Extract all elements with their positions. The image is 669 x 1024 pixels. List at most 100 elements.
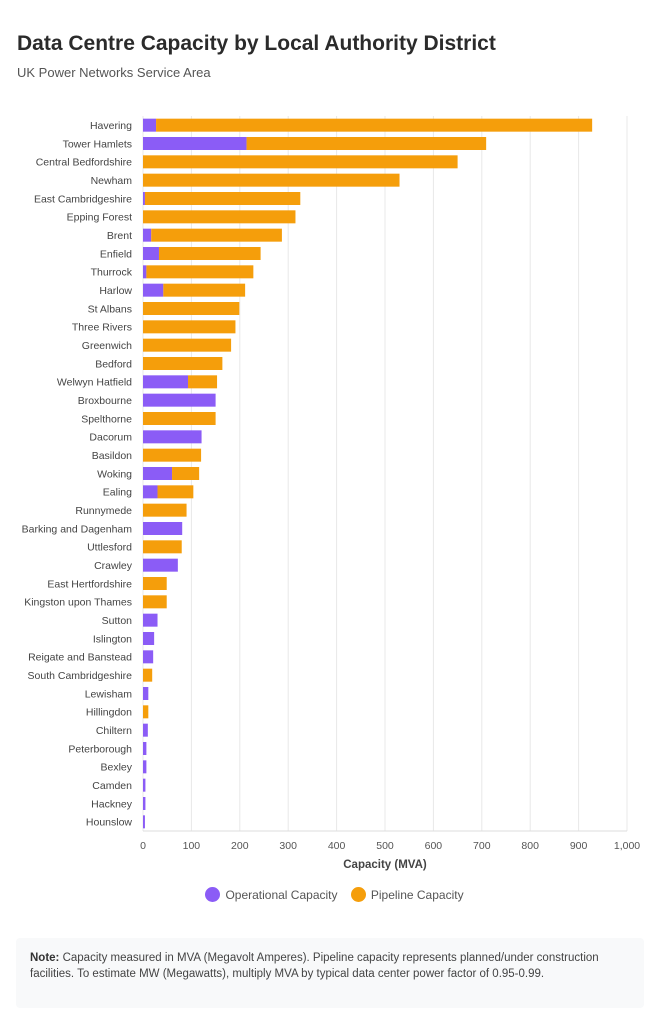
y-category-label: Kingston upon Thames [24,597,132,609]
note-box: Note: Capacity measured in MVA (Megavolt… [16,938,644,1008]
x-tick-label: 400 [328,840,346,852]
y-category-label: Welwyn Hatfield [57,377,132,389]
y-category-label: Enfield [100,248,132,260]
bar-pipeline [143,155,458,169]
legend-item-operational[interactable]: Operational Capacity [205,887,338,902]
x-tick-label: 800 [521,840,539,852]
y-category-label: Sutton [102,615,133,627]
bar-pipeline [143,577,167,590]
bar-pipeline [172,467,200,480]
bar-operational [143,430,202,444]
bar-operational [143,393,216,407]
bar-pipeline [143,210,296,224]
y-category-label: Chiltern [96,725,132,737]
y-category-label: Ealing [103,487,132,499]
bar-pipeline [158,247,261,260]
y-category-label: Hillingdon [86,707,132,719]
y-category-label: Reigate and Banstead [28,652,132,664]
note-label: Note: [30,952,60,964]
bar-operational [143,485,158,499]
bar-operational [143,797,146,810]
bar-chart: Havering Tower Hamlets Central Bedfordshir… [22,116,640,871]
y-category-label: St Albans [88,303,132,315]
bar-pipeline [246,137,487,150]
y-category-label: Islington [93,633,132,645]
y-category-label: Woking [97,468,132,480]
x-tick-label: 600 [425,840,443,852]
y-category-label: Bexley [100,762,132,774]
bar-operational [143,558,178,572]
bar-pipeline [143,595,167,609]
x-tick-label: 100 [183,840,201,852]
bar-pipeline [143,668,153,682]
note-text: Capacity measured in MVA (Megavolt Amper… [30,952,599,980]
y-category-label: Lewisham [85,688,133,700]
y-category-label: Harlow [99,285,132,297]
bar-operational [143,687,149,700]
bar-operational [143,247,159,260]
x-tick-label: 0 [140,840,146,852]
y-category-label: Peterborough [68,743,132,755]
x-tick-label: 900 [570,840,588,852]
x-tick-label: 300 [279,840,297,852]
bar-operational [143,228,152,242]
y-category-label: Runnymede [75,505,132,517]
bar-pipeline [143,320,236,334]
y-category-label: Barking and Dagenham [22,523,133,535]
legend-label: Pipeline Capacity [370,887,464,902]
y-category-label: Dacorum [89,432,132,444]
bar-operational [143,522,183,535]
bar-pipeline [188,375,218,389]
bar-operational [143,192,145,205]
y-category-label: Havering [90,120,132,132]
y-category-label: Tower Hamlets [63,138,132,150]
bar-operational [143,815,145,829]
bar-operational [143,118,157,132]
bar-pipeline [151,228,282,242]
y-category-label: Brent [107,230,132,242]
x-tick-label: 200 [231,840,249,852]
y-category-label: Newham [91,175,133,187]
bar-pipeline [156,118,593,132]
bar-operational [143,265,147,279]
y-category-label: Basildon [92,450,132,462]
chart-title: Data Centre Capacity by Local Authority … [17,32,496,55]
y-category-label: East Hertfordshire [47,578,132,590]
legend-label: Operational Capacity [225,887,338,902]
y-category-label: Hounslow [86,817,133,829]
y-category-label: Thurrock [91,267,133,279]
bar-operational [143,742,147,755]
bar-pipeline [143,302,240,315]
x-tick-label: 500 [376,840,394,852]
bar-operational [143,760,147,774]
bar-pipeline [143,357,223,370]
y-category-label: Three Rivers [72,322,132,334]
bar-operational [143,137,247,150]
legend-swatch-operational [205,887,221,902]
bar-pipeline [157,485,194,499]
bar-operational [143,632,155,645]
y-category-label: Epping Forest [67,212,132,224]
bar-operational [143,723,148,737]
y-category-label: South Cambridgeshire [28,670,133,682]
y-category-label: Uttlesford [87,542,132,554]
bar-pipeline [143,448,202,462]
bar-operational [143,283,164,297]
y-category-label: Broxbourne [78,395,132,407]
y-category-label: Greenwich [82,340,132,352]
bar-pipeline [143,503,187,517]
bar-pipeline [144,192,301,205]
y-category-label: East Cambridgeshire [34,193,132,205]
bar-operational [143,613,158,627]
bar-pipeline [143,705,149,719]
bar-operational [143,375,189,389]
legend-item-pipeline[interactable]: Pipeline Capacity [350,887,464,902]
legend-swatch-pipeline [350,887,366,902]
y-category-label: Crawley [94,560,133,572]
y-category-label: Central Bedfordshire [36,157,132,169]
bar-operational [143,778,146,792]
bar-pipeline [163,283,246,297]
chart-subtitle: UK Power Networks Service Area [17,65,211,80]
bar-operational [143,467,173,480]
bar-operational [143,650,154,664]
